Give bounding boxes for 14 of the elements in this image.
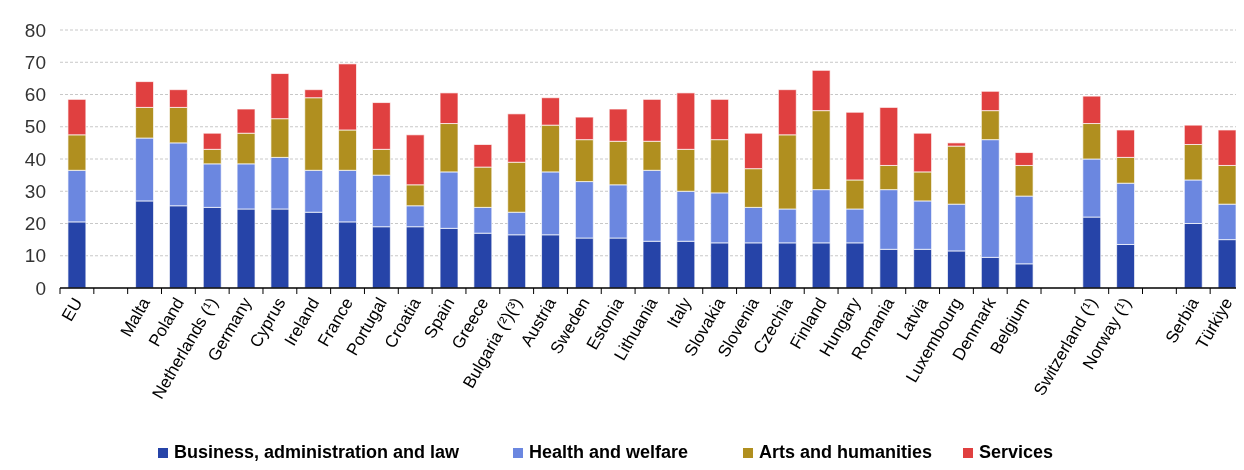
y-tick-label: 60 xyxy=(24,84,46,106)
x-tick-label: EU xyxy=(58,294,87,325)
legend-label: Services xyxy=(979,442,1054,462)
y-tick-label: 20 xyxy=(24,213,46,235)
legend-label: Business, administration and law xyxy=(174,442,461,462)
y-tick-label: 70 xyxy=(24,51,46,73)
y-tick-label: 40 xyxy=(24,148,46,170)
y-tick-label: 50 xyxy=(24,116,46,138)
legend-label: Health and welfare xyxy=(529,442,689,462)
y-tick-label: 10 xyxy=(24,245,46,267)
y-tick-label: 80 xyxy=(24,19,46,41)
y-tick-label: 0 xyxy=(35,277,46,299)
legend-label: Arts and humanities xyxy=(759,442,933,462)
y-tick-label: 30 xyxy=(24,180,46,202)
